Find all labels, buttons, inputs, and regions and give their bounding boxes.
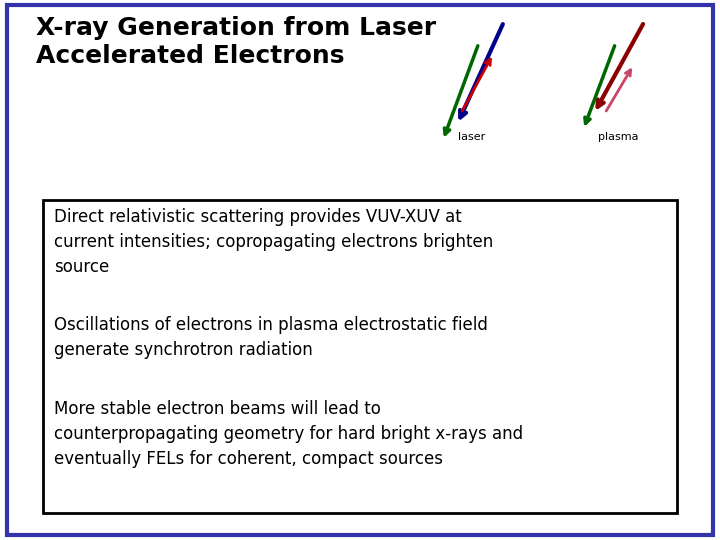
Text: X-ray Generation from Laser
Accelerated Electrons: X-ray Generation from Laser Accelerated … [36,16,436,68]
Text: plasma: plasma [598,132,638,143]
Text: More stable electron beams will lead to
counterpropagating geometry for hard bri: More stable electron beams will lead to … [54,400,523,468]
Text: Oscillations of electrons in plasma electrostatic field
generate synchrotron rad: Oscillations of electrons in plasma elec… [54,316,488,359]
Text: Direct relativistic scattering provides VUV-XUV at
current intensities; copropag: Direct relativistic scattering provides … [54,208,493,276]
Bar [43,200,677,513]
Text: laser: laser [458,132,485,143]
